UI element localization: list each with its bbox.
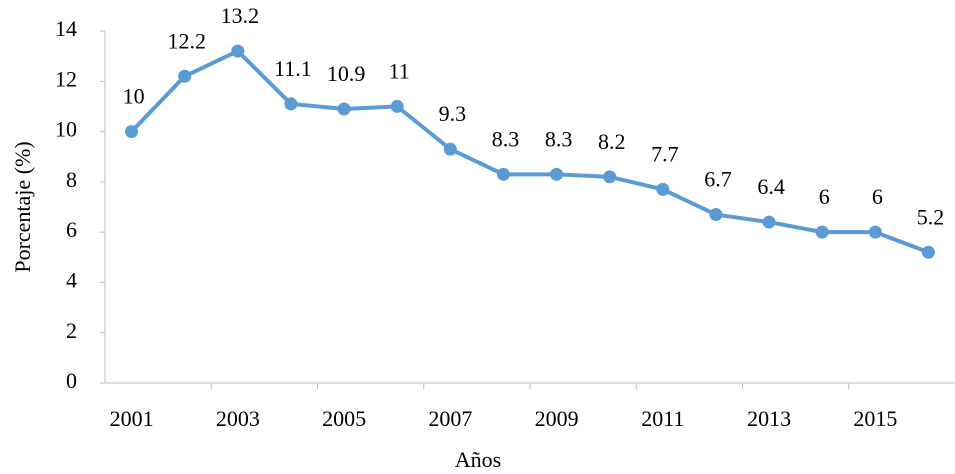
data-label: 6	[872, 184, 883, 209]
x-tick-label: 2001	[110, 406, 154, 431]
y-tick-label: 2	[66, 318, 77, 343]
y-tick-label: 0	[66, 368, 77, 393]
data-label: 5.2	[917, 204, 945, 229]
data-label: 12.2	[167, 28, 206, 53]
y-tick-label: 14	[55, 16, 77, 41]
point	[656, 182, 670, 196]
y-tick-label: 4	[66, 267, 77, 292]
x-tick-label: 2009	[535, 406, 579, 431]
point	[443, 142, 457, 156]
data-label: 10.9	[327, 61, 366, 86]
data-label: 8.3	[492, 126, 520, 151]
data-label: 6	[819, 184, 830, 209]
y-tick-label: 6	[66, 217, 77, 242]
data-label: 8.2	[598, 129, 626, 154]
point	[550, 167, 564, 181]
point	[709, 208, 723, 222]
data-label: 7.7	[651, 141, 679, 166]
point	[921, 245, 935, 259]
x-tick-label: 2007	[428, 406, 472, 431]
y-axis-title: Porcentaje (%)	[10, 141, 35, 272]
x-tick-label: 2005	[322, 406, 366, 431]
point	[231, 44, 245, 58]
x-axis-title: Años	[455, 447, 501, 472]
data-label: 6.7	[704, 167, 732, 192]
x-tick-label: 2013	[747, 406, 791, 431]
data-label: 9.3	[439, 101, 467, 126]
x-tick-label: 2011	[641, 406, 684, 431]
line	[130, 49, 930, 255]
x-tick-label: 2015	[853, 406, 897, 431]
y-tick-label: 10	[55, 117, 77, 142]
point	[390, 99, 404, 113]
point	[284, 97, 298, 111]
point	[762, 215, 776, 229]
point	[815, 225, 829, 239]
x-tick-label: 2003	[216, 406, 260, 431]
data-label: 6.4	[757, 174, 785, 199]
data-label: 13.2	[221, 3, 260, 28]
point	[868, 225, 882, 239]
data-label: 11	[389, 58, 410, 83]
data-label: 8.3	[545, 126, 573, 151]
data-label: 11.1	[274, 56, 312, 81]
y-tick-label: 8	[66, 167, 77, 192]
point	[337, 102, 351, 116]
data-label: 10	[123, 84, 145, 109]
point	[125, 125, 139, 139]
point	[178, 69, 192, 83]
point	[496, 167, 510, 181]
point	[603, 170, 617, 184]
y-tick-label: 12	[55, 66, 77, 91]
